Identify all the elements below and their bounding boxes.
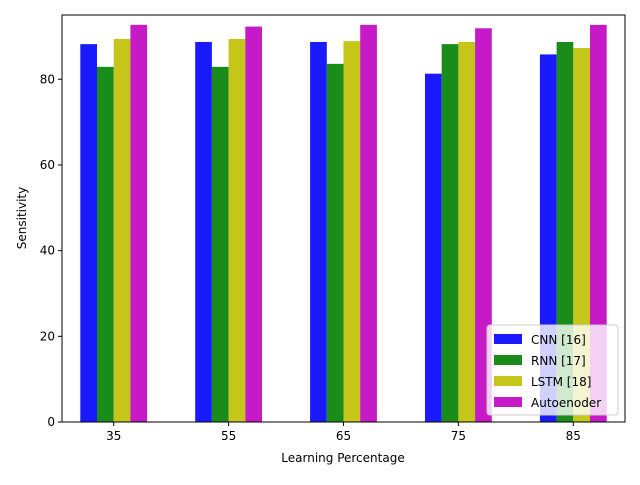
legend-swatch (494, 397, 522, 407)
x-tick-label: 65 (336, 429, 351, 443)
bar-rnn-17-65 (326, 63, 344, 423)
legend: CNN [16] RNN [17] LSTM [18] Autoenoder (486, 324, 619, 416)
legend-label: RNN [17] (531, 354, 586, 368)
legend-label: LSTM [18] (531, 375, 591, 389)
bar-cnn-16-75 (425, 73, 442, 422)
legend-swatch (494, 334, 522, 344)
x-tick-label: 55 (221, 429, 236, 443)
bar-rnn-17-75 (441, 44, 459, 422)
bar-lstm-18-35 (113, 38, 131, 423)
bar-cnn-16-35 (80, 44, 97, 422)
bar-rnn-17-55 (211, 66, 229, 422)
x-tick-label: 35 (106, 429, 121, 443)
bar-lstm-18-65 (343, 41, 361, 422)
y-tick-label: 40 (40, 244, 55, 258)
y-tick-label: 0 (47, 415, 55, 429)
legend-label: Autoenoder (531, 396, 601, 410)
y-tick-label: 60 (40, 158, 55, 172)
bar-rnn-17-35 (97, 66, 114, 422)
legend-label: CNN [16] (531, 333, 586, 347)
legend-swatch (494, 376, 522, 386)
bar-autoenoder-85 (590, 24, 607, 422)
axes-layer: 0 20 40 60 80 35 55 65 75 85 (40, 14, 626, 443)
legend-box (486, 324, 619, 416)
y-axis-label: Sensitivity (15, 187, 29, 249)
y-tick-label: 80 (40, 72, 55, 86)
bar-cnn-16-55 (195, 41, 212, 423)
bar-lstm-18-55 (228, 38, 246, 423)
x-tick-label: 75 (451, 429, 466, 443)
bar-lstm-18-75 (458, 41, 476, 423)
bar-autoenoder-55 (245, 26, 262, 422)
bar-autoenoder-75 (475, 28, 492, 423)
bar-cnn-16-65 (310, 41, 327, 423)
x-axis-label: Learning Percentage (281, 451, 404, 465)
bar-autoenoder-65 (360, 24, 377, 422)
x-tick-label: 85 (566, 429, 581, 443)
legend-swatch (494, 355, 522, 365)
bar-autoenoder-35 (130, 24, 148, 422)
y-tick-label: 20 (40, 329, 55, 343)
